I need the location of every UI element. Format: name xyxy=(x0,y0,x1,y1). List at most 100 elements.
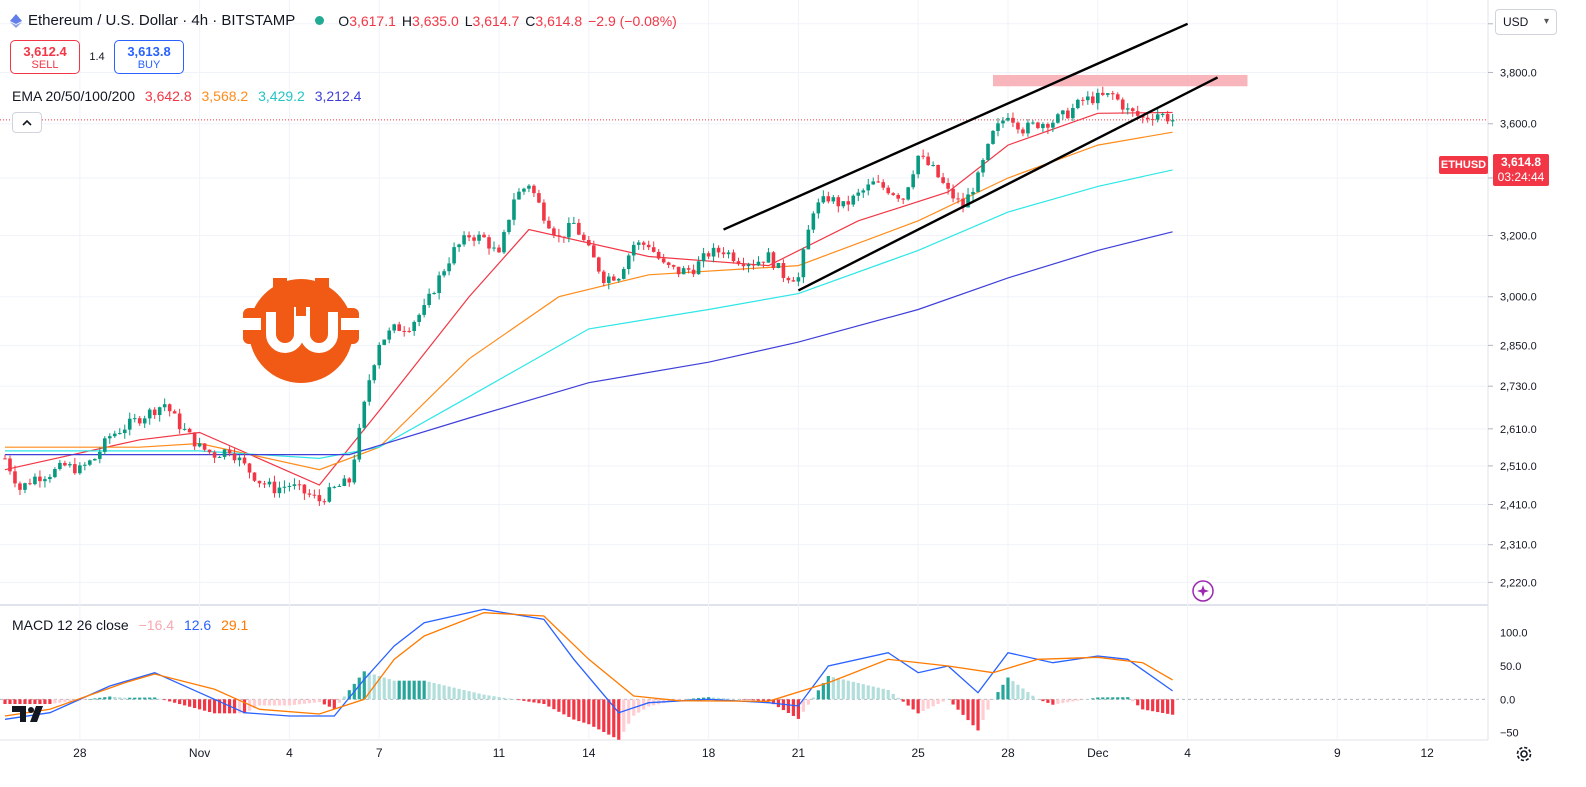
candle-body xyxy=(342,478,347,486)
macd-histogram-bar xyxy=(512,699,516,700)
macd-histogram-bar xyxy=(801,699,805,712)
candle-body xyxy=(257,480,262,484)
macd-histogram-bar xyxy=(98,697,102,700)
macd-histogram-bar xyxy=(482,694,486,700)
candle-body xyxy=(651,247,656,252)
candle-body xyxy=(482,234,486,238)
time-tick-label: 21 xyxy=(792,746,806,760)
macd-histogram-bar xyxy=(442,685,446,700)
ohlc-key: O xyxy=(338,12,350,29)
macd-histogram-bar xyxy=(931,699,935,707)
candle-body xyxy=(402,330,406,332)
time-tick-label: 28 xyxy=(1001,746,1015,760)
candle-body xyxy=(706,253,711,257)
price-tick-label: 2,730.0 xyxy=(1500,381,1537,393)
spread-value: 1.4 xyxy=(89,51,105,63)
sell-button[interactable]: 3,612.4 SELL xyxy=(10,40,80,74)
macd-histogram-bar xyxy=(33,699,37,704)
candle-body xyxy=(856,192,861,196)
time-tick-label: 12 xyxy=(1420,746,1434,760)
candle-body xyxy=(497,247,501,253)
gear-icon[interactable] xyxy=(1514,744,1534,764)
ohlc-value: 3,614.7 xyxy=(472,12,520,29)
symbol-title[interactable]: Ethereum / U.S. Dollar · 4h · BITSTAMP xyxy=(28,12,296,29)
macd-histogram-bar xyxy=(1016,684,1020,700)
candle-body xyxy=(1125,108,1130,110)
candle-body xyxy=(212,452,217,458)
candle-body xyxy=(512,199,516,220)
candle-body xyxy=(961,198,965,208)
collapse-legend-button[interactable] xyxy=(12,112,42,133)
ema-legend[interactable]: EMA 20/50/100/200 3,642.8 3,568.2 3,429.… xyxy=(12,88,367,104)
macd-histogram-bar xyxy=(447,686,451,700)
macd-histogram-bar xyxy=(627,699,631,724)
macd-pane xyxy=(0,608,1488,740)
macd-histogram-bar xyxy=(567,699,571,717)
macd-histogram-bar xyxy=(93,698,97,700)
candle-body xyxy=(197,443,202,447)
candle-body xyxy=(492,247,496,249)
candle-body xyxy=(601,271,606,283)
buy-button[interactable]: 3,613.8 BUY xyxy=(114,40,184,74)
candle-body xyxy=(726,252,731,255)
macd-legend[interactable]: MACD 12 26 close −16.4 12.6 29.1 xyxy=(12,617,254,633)
candle-body xyxy=(1031,122,1035,124)
macd-histogram-bar xyxy=(826,676,830,700)
macd-histogram-bar xyxy=(517,699,521,701)
price-tick-label: 3,600.0 xyxy=(1500,119,1537,131)
candle-body xyxy=(1100,92,1105,95)
candle-body xyxy=(691,269,696,275)
candle-body xyxy=(217,456,222,458)
macd-histogram-bar xyxy=(1131,699,1135,702)
macd-histogram-bar xyxy=(257,699,262,706)
candle-body xyxy=(382,339,387,345)
macd-histogram-bar xyxy=(18,699,22,704)
candle-body xyxy=(232,453,237,461)
macd-histogram-bar xyxy=(467,691,471,700)
macd-histogram-bar xyxy=(237,699,242,714)
macd-histogram-bar xyxy=(153,697,157,700)
candle-body xyxy=(352,459,357,483)
macd-histogram-bar xyxy=(183,699,187,706)
macd-tick-label: 50.0 xyxy=(1500,661,1521,673)
macd-histogram-bar xyxy=(1116,697,1120,700)
macd-histogram-bar xyxy=(946,699,950,700)
macd-histogram-bar xyxy=(262,699,267,706)
macd-histogram-bar xyxy=(831,677,835,700)
candle-body xyxy=(831,197,836,202)
macd-histogram-bar xyxy=(816,690,820,700)
candle-body xyxy=(986,143,990,160)
candle-body xyxy=(801,249,806,278)
macd-histogram-bar xyxy=(1106,697,1110,700)
candle-body xyxy=(1095,92,1100,104)
candle-body xyxy=(88,460,92,465)
macd-histogram-bar xyxy=(851,681,855,700)
candle-body xyxy=(192,432,197,447)
macd-histogram-bar xyxy=(347,690,351,700)
ohlc-value: 3,635.0 xyxy=(412,12,459,29)
macd-histogram-bar xyxy=(716,697,721,700)
currency-select[interactable]: USD ▾ xyxy=(1495,9,1557,35)
macd-histogram-bar xyxy=(507,698,511,700)
macd-histogram-bar xyxy=(1091,698,1095,700)
macd-histogram-bar xyxy=(1056,699,1060,704)
sparkle-icon[interactable] xyxy=(1192,580,1214,602)
candle-body xyxy=(661,258,666,263)
macd-histogram-bar xyxy=(387,679,391,700)
ohlc-value: −2.9 (−0.08%) xyxy=(588,12,677,29)
candle-body xyxy=(122,429,127,434)
price-tick-label: 3,800.0 xyxy=(1500,67,1537,79)
macd-histogram-bar xyxy=(796,699,800,719)
time-tick-label: Dec xyxy=(1087,746,1108,760)
macd-histogram-bar xyxy=(577,699,581,722)
macd-histogram-bar xyxy=(267,699,272,706)
candle-body xyxy=(1145,117,1150,120)
currency-value: USD xyxy=(1503,15,1529,29)
candle-body xyxy=(941,177,945,183)
macd-histogram-bar xyxy=(547,699,551,707)
macd-histogram-bar xyxy=(178,699,182,705)
candle-body xyxy=(736,261,741,265)
channel-drawings[interactable] xyxy=(723,22,1248,292)
tradingview-logo[interactable] xyxy=(12,704,50,724)
